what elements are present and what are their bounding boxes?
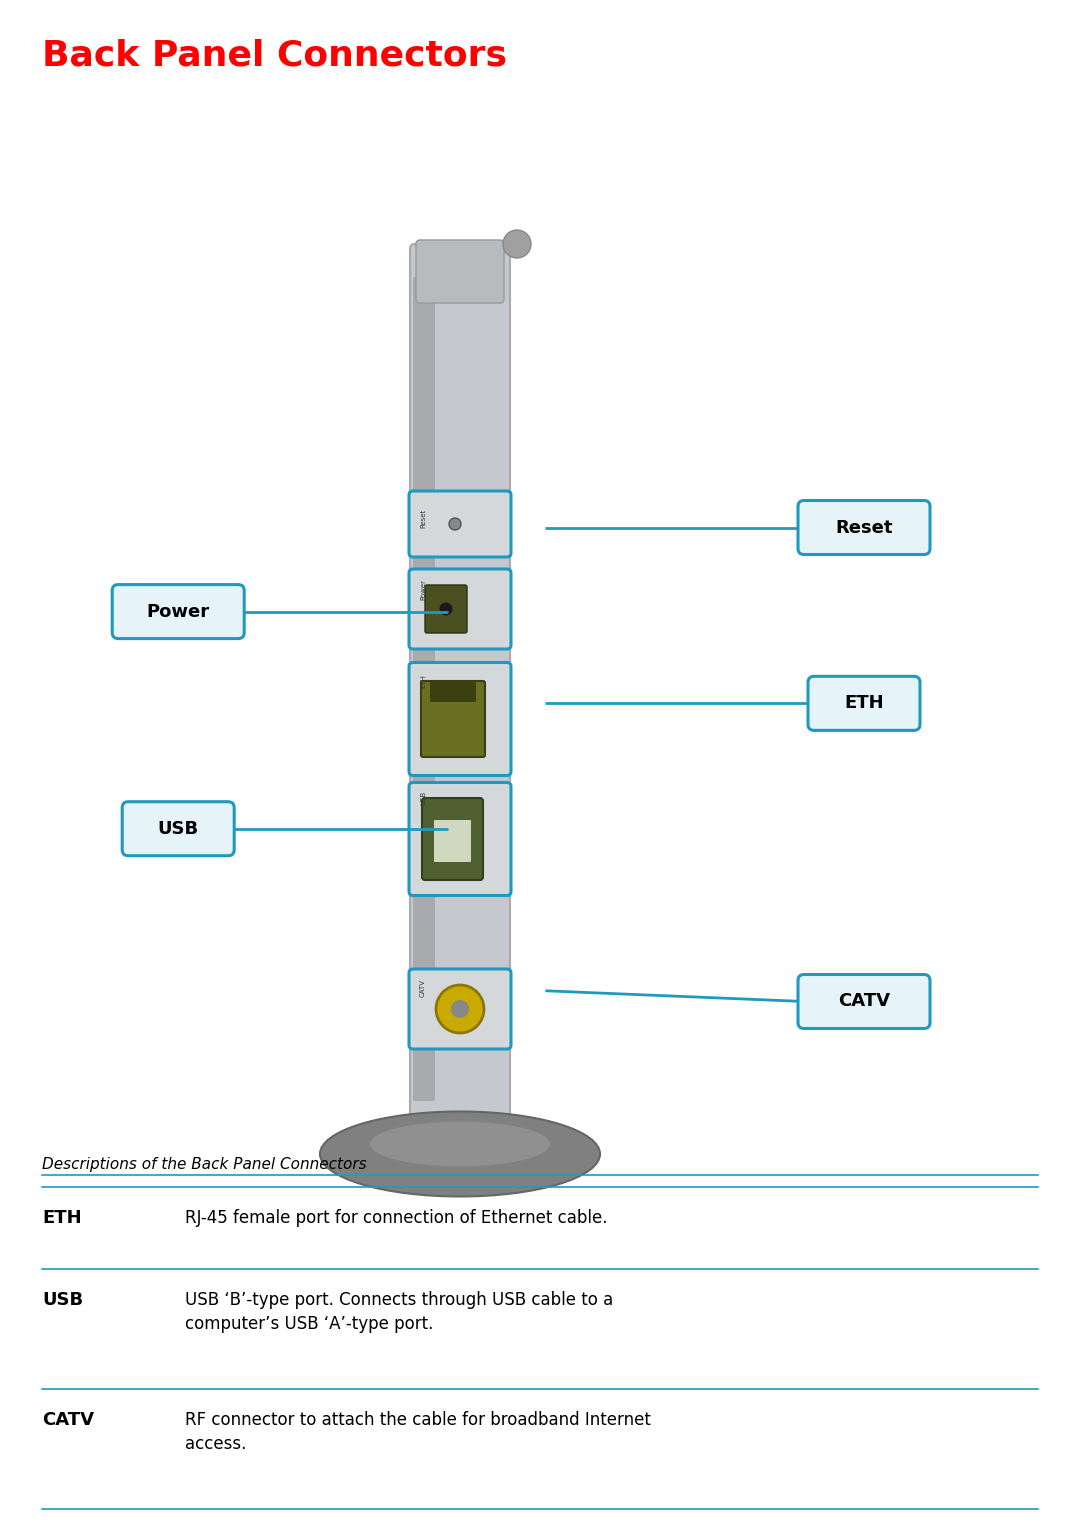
FancyBboxPatch shape bbox=[410, 245, 510, 1135]
Text: Descriptions of the Back Panel Connectors: Descriptions of the Back Panel Connector… bbox=[42, 1157, 366, 1173]
FancyBboxPatch shape bbox=[122, 801, 234, 856]
Ellipse shape bbox=[440, 602, 453, 616]
Text: Reset: Reset bbox=[835, 518, 893, 537]
Ellipse shape bbox=[503, 229, 531, 258]
Text: USB: USB bbox=[420, 790, 426, 806]
FancyBboxPatch shape bbox=[409, 491, 511, 557]
Text: ETH: ETH bbox=[420, 674, 426, 688]
FancyBboxPatch shape bbox=[798, 974, 930, 1029]
Ellipse shape bbox=[451, 1000, 469, 1018]
FancyBboxPatch shape bbox=[413, 277, 435, 1101]
Ellipse shape bbox=[370, 1121, 550, 1167]
Text: Reset: Reset bbox=[420, 509, 426, 528]
Text: CATV: CATV bbox=[838, 992, 890, 1011]
FancyBboxPatch shape bbox=[426, 586, 467, 633]
FancyBboxPatch shape bbox=[434, 820, 471, 862]
Text: ETH: ETH bbox=[845, 694, 883, 713]
Text: Power: Power bbox=[147, 602, 210, 621]
FancyBboxPatch shape bbox=[430, 682, 476, 702]
FancyBboxPatch shape bbox=[409, 569, 511, 648]
Text: USB ‘B’-type port. Connects through USB cable to a
computer’s USB ‘A’-type port.: USB ‘B’-type port. Connects through USB … bbox=[185, 1290, 613, 1333]
Text: Back Panel Connectors: Back Panel Connectors bbox=[42, 40, 507, 73]
FancyBboxPatch shape bbox=[409, 662, 511, 775]
Text: RF connector to attach the cable for broadband Internet
access.: RF connector to attach the cable for bro… bbox=[185, 1411, 651, 1453]
FancyBboxPatch shape bbox=[409, 969, 511, 1049]
FancyBboxPatch shape bbox=[409, 783, 511, 896]
FancyBboxPatch shape bbox=[422, 798, 483, 881]
FancyBboxPatch shape bbox=[416, 240, 504, 303]
FancyBboxPatch shape bbox=[808, 676, 920, 731]
Text: USB: USB bbox=[158, 820, 199, 838]
Text: CATV: CATV bbox=[420, 979, 426, 997]
Ellipse shape bbox=[449, 518, 461, 531]
FancyBboxPatch shape bbox=[112, 584, 244, 639]
FancyBboxPatch shape bbox=[798, 500, 930, 555]
FancyBboxPatch shape bbox=[421, 680, 485, 757]
Text: RJ-45 female port for connection of Ethernet cable.: RJ-45 female port for connection of Ethe… bbox=[185, 1209, 607, 1226]
Ellipse shape bbox=[320, 1112, 600, 1197]
Text: Power: Power bbox=[420, 579, 426, 599]
Text: ETH: ETH bbox=[42, 1209, 82, 1226]
Text: CATV: CATV bbox=[42, 1411, 94, 1430]
Ellipse shape bbox=[436, 985, 484, 1034]
Text: USB: USB bbox=[42, 1290, 83, 1309]
